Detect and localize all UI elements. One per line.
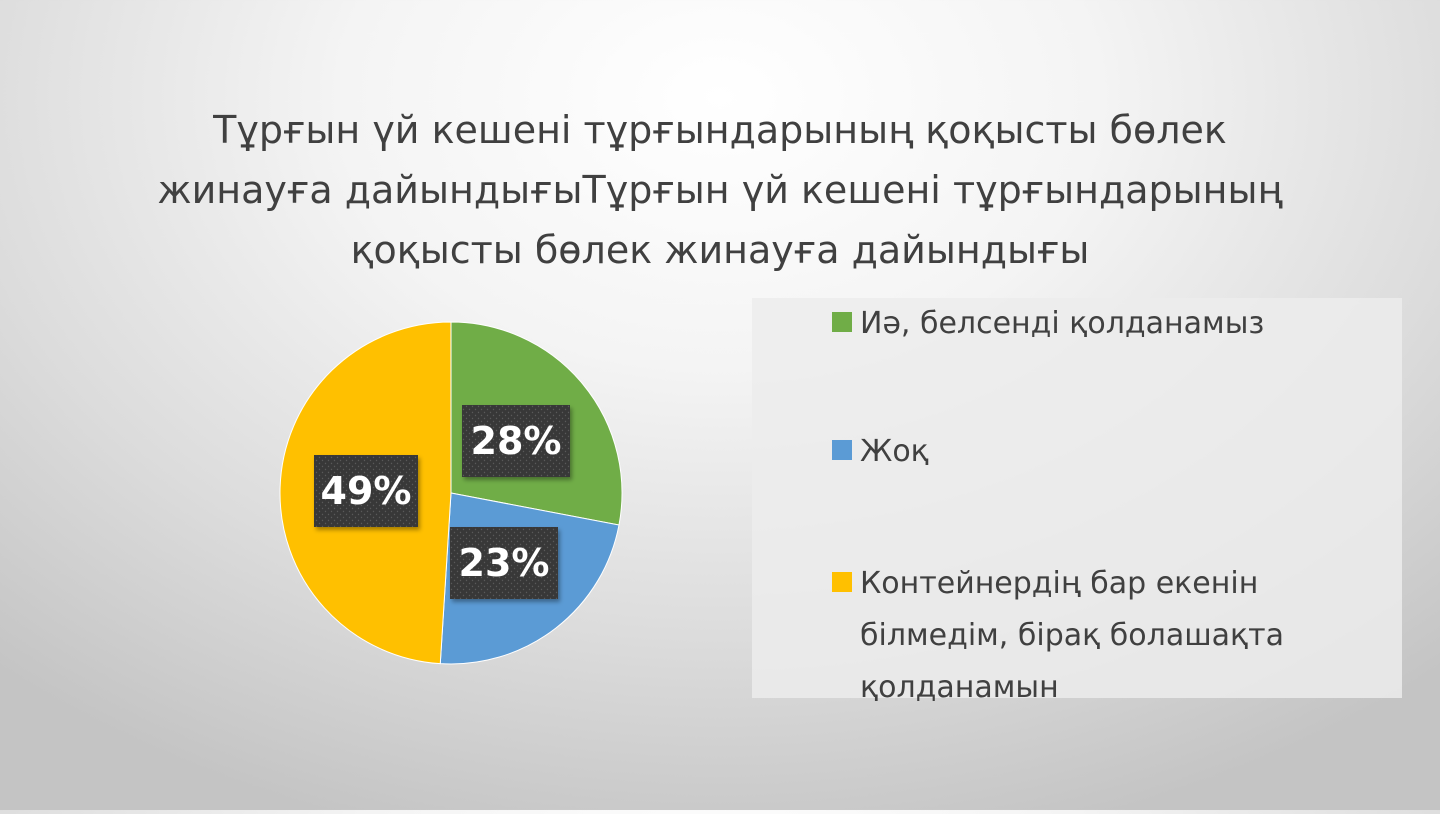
data-label-background bbox=[450, 527, 558, 599]
legend-swatch-green bbox=[832, 312, 852, 332]
data-label-value: 49% bbox=[321, 469, 412, 513]
chart-title-line: жинауға дайындығыТұрғын үй кешені тұрғын… bbox=[157, 168, 1283, 212]
legend-label: Иә, белсенді қолданамыз bbox=[860, 306, 1265, 341]
chart-title-line: қоқысты бөлек жинауға дайындығы bbox=[350, 228, 1090, 272]
data-label-value: 28% bbox=[471, 419, 562, 463]
legend-label-line: Контейнердің бар екенін bbox=[860, 566, 1259, 601]
legend-label: Контейнердің бар екенін білмедім, бірақ … bbox=[860, 558, 1370, 714]
legend-label-line: қолданамын bbox=[860, 670, 1059, 705]
data-label-value: 23% bbox=[459, 541, 550, 585]
legend-label: Жоқ bbox=[860, 434, 929, 469]
data-label: 23% bbox=[450, 527, 558, 599]
legend-swatch-yellow bbox=[832, 572, 852, 592]
chart-title-line: Тұрғын үй кешені тұрғындарының қоқысты б… bbox=[213, 108, 1227, 152]
legend-swatch-blue bbox=[832, 440, 852, 460]
legend-label-line: білмедім, бірақ болашақта bbox=[860, 618, 1285, 653]
data-label-background bbox=[314, 455, 418, 527]
data-label: 28% bbox=[462, 405, 570, 477]
data-label-background bbox=[462, 405, 570, 477]
chart-title: Тұрғын үй кешені тұрғындарының қоқысты б… bbox=[120, 100, 1320, 280]
pie-data-labels: 28% 23% 49% bbox=[314, 405, 570, 599]
data-label: 49% bbox=[314, 455, 418, 527]
legend: Иә, белсенді қолданамыз Жоқ Контейнердің… bbox=[752, 298, 1402, 705]
